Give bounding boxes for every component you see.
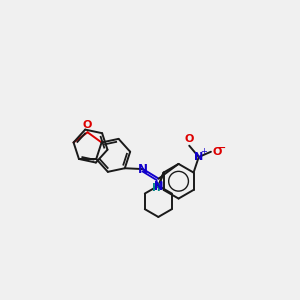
Text: +: + <box>200 147 207 156</box>
Text: O: O <box>184 134 194 144</box>
Text: N: N <box>194 152 203 162</box>
Text: N: N <box>154 181 163 191</box>
Text: H: H <box>152 183 161 193</box>
Text: O: O <box>83 120 92 130</box>
Text: N: N <box>138 163 148 176</box>
Text: O: O <box>213 147 222 157</box>
Text: N: N <box>154 182 163 192</box>
Text: −: − <box>216 142 226 155</box>
